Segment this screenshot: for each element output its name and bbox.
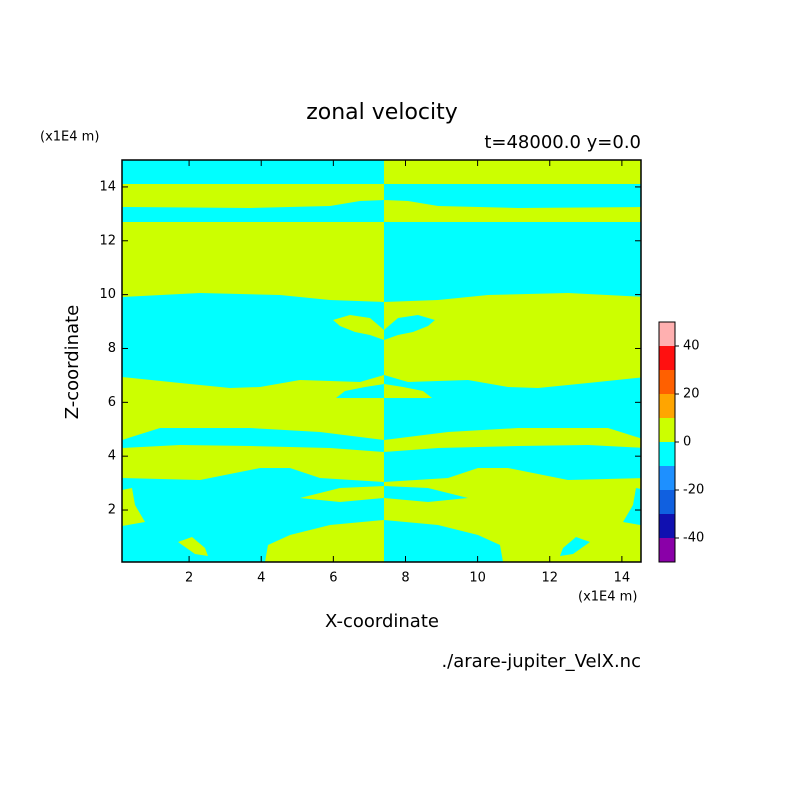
x-tick-label: 14	[614, 571, 631, 586]
contour-region	[122, 293, 384, 388]
colorbar-bin	[659, 514, 675, 538]
y-axis-label: Z-coordinate	[62, 305, 83, 420]
x-tick-label: 12	[541, 571, 558, 586]
source-file: ./arare-jupiter_VelX.nc	[441, 651, 641, 672]
colorbar-bin	[659, 538, 675, 562]
colorbar-bin	[659, 490, 675, 514]
contour-half	[122, 160, 384, 562]
contour-field	[122, 160, 641, 562]
y-tick-label: 2	[108, 503, 116, 518]
contour-region	[384, 428, 641, 452]
y-tick-label: 12	[99, 233, 116, 248]
chart-title: zonal velocity	[306, 100, 458, 125]
y-unit: (x1E4 m)	[40, 130, 99, 145]
contour-region	[384, 384, 432, 398]
y-tick-label: 10	[99, 287, 116, 302]
contour-half	[384, 160, 641, 562]
chart-subtitle: t=48000.0 y=0.0	[484, 132, 641, 153]
colorbar-bin	[659, 370, 675, 394]
y-tick-label: 4	[108, 449, 116, 464]
contour-region	[122, 488, 145, 526]
contour-region	[560, 537, 590, 556]
contour-region	[384, 200, 641, 222]
contour-region	[384, 486, 468, 502]
contour-region	[333, 315, 384, 340]
x-unit: (x1E4 m)	[578, 590, 637, 605]
x-axis-label: X-coordinate	[325, 611, 439, 632]
colorbar-tick-label: -40	[683, 531, 704, 546]
y-tick-label: 6	[108, 395, 116, 410]
colorbar-bin	[659, 394, 675, 418]
contour-region	[384, 160, 641, 184]
contour-region	[122, 428, 384, 452]
y-tick-label: 8	[108, 341, 116, 356]
x-tick-label: 8	[401, 571, 409, 586]
colorbar-tick-label: 20	[683, 387, 700, 402]
contour-region	[623, 488, 641, 526]
colorbar-tick-label: 0	[683, 435, 691, 450]
colorbar-bin	[659, 442, 675, 466]
contour-region	[122, 160, 384, 184]
x-tick-label: 2	[185, 571, 193, 586]
colorbar-bin	[659, 322, 675, 346]
contour-region	[122, 200, 384, 222]
x-tick-label: 6	[329, 571, 337, 586]
colorbar-tick-label: -20	[683, 483, 704, 498]
contour-region	[336, 384, 384, 398]
contour-region	[122, 468, 384, 562]
colorbar-bin	[659, 466, 675, 490]
contour-region	[384, 315, 435, 340]
colorbar-tick-label: 40	[683, 339, 700, 354]
y-tick-label: 14	[99, 179, 116, 194]
plot-frame	[121, 159, 642, 563]
contour-region	[300, 486, 384, 502]
colorbar-bin	[659, 346, 675, 370]
x-tick-label: 4	[257, 571, 265, 586]
contour-region	[384, 293, 641, 388]
contour-region	[178, 537, 208, 556]
colorbar-bin	[659, 418, 675, 442]
x-tick-label: 10	[469, 571, 486, 586]
